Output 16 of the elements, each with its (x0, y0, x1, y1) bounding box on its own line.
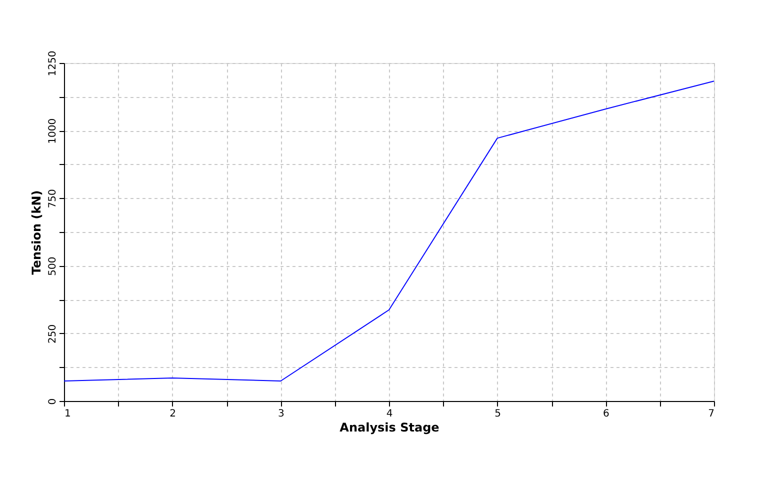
y-tick-label: 750 (48, 189, 58, 208)
y-tick-label: 0 (48, 398, 58, 405)
y-axis-title: Tension (kN) (30, 190, 44, 275)
x-tick-label: 6 (602, 408, 610, 420)
y-tick-label: 250 (48, 324, 58, 344)
x-axis-title: Analysis Stage (340, 420, 440, 434)
y-tick-label: 1250 (48, 50, 58, 76)
x-tick-label: 5 (494, 408, 502, 420)
y-tick-label: 500 (48, 256, 58, 276)
x-tick-label: 2 (170, 408, 176, 420)
x-tick-label: 4 (386, 408, 393, 420)
x-tick-label: 1 (64, 408, 71, 420)
x-tick-label: 7 (708, 408, 714, 420)
x-tick-label: 3 (278, 408, 284, 420)
line-series (64, 80, 714, 382)
y-tick-label: 1000 (48, 118, 58, 144)
